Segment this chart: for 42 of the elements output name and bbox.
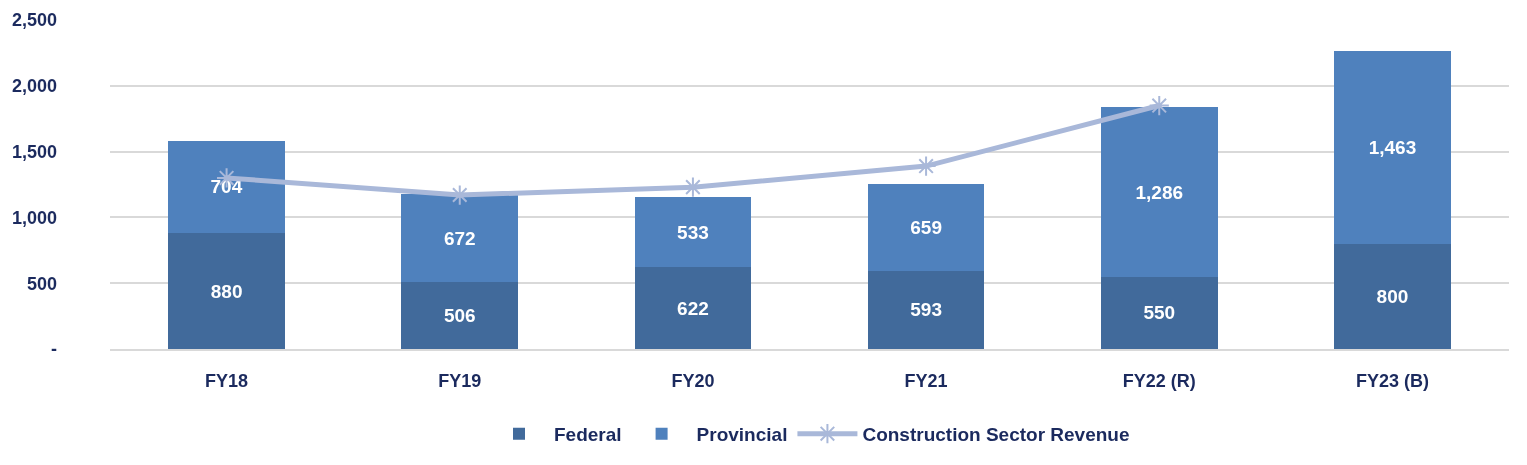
y-tick-label: -: [51, 339, 57, 360]
data-label: 659: [910, 217, 942, 239]
x-tick-label: FY18: [205, 370, 249, 391]
legend-label: Provincial: [696, 424, 788, 446]
data-label: 704: [210, 176, 243, 198]
data-label: 1,286: [1135, 181, 1184, 203]
x-tick-label: FY22 (R): [1122, 370, 1196, 391]
data-label: 506: [443, 305, 476, 327]
data-label: 550: [1143, 302, 1176, 324]
data-label: 672: [443, 227, 476, 249]
bar: [1100, 276, 1218, 349]
data-label: 1,463: [1368, 136, 1417, 158]
y-tick-label: 1,000: [11, 207, 57, 228]
bar: [401, 282, 519, 349]
point: [1148, 94, 1170, 117]
y-tick-label: 1,500: [11, 141, 57, 162]
legend-label: Federal: [554, 424, 622, 446]
legend-label: Construction Sector Revenue: [862, 424, 1130, 446]
point: [915, 155, 937, 177]
data-label: 593: [910, 299, 942, 321]
data-label: 622: [677, 297, 709, 319]
bar: [1334, 243, 1451, 349]
data-label: 880: [210, 280, 243, 302]
y-tick-label: 500: [26, 273, 57, 294]
bar: [1334, 51, 1451, 244]
bar: [634, 267, 752, 349]
bar: [168, 140, 285, 234]
bar: [867, 270, 985, 349]
y-tick-label: 2,500: [11, 10, 57, 31]
x-tick-label: FY20: [671, 370, 715, 391]
bar: [401, 193, 519, 283]
bar: [168, 233, 285, 349]
data-label: 533: [677, 221, 709, 243]
bar: [634, 197, 752, 268]
x-tick-label: FY21: [904, 370, 948, 391]
data-label: 800: [1376, 285, 1409, 307]
x-tick-label: FY23 (B): [1355, 370, 1429, 391]
bar: [867, 184, 985, 271]
x-tick-label: FY19: [438, 370, 482, 391]
bar: [1100, 107, 1218, 277]
point: [682, 176, 704, 198]
y-tick-label: 2,000: [11, 76, 57, 97]
